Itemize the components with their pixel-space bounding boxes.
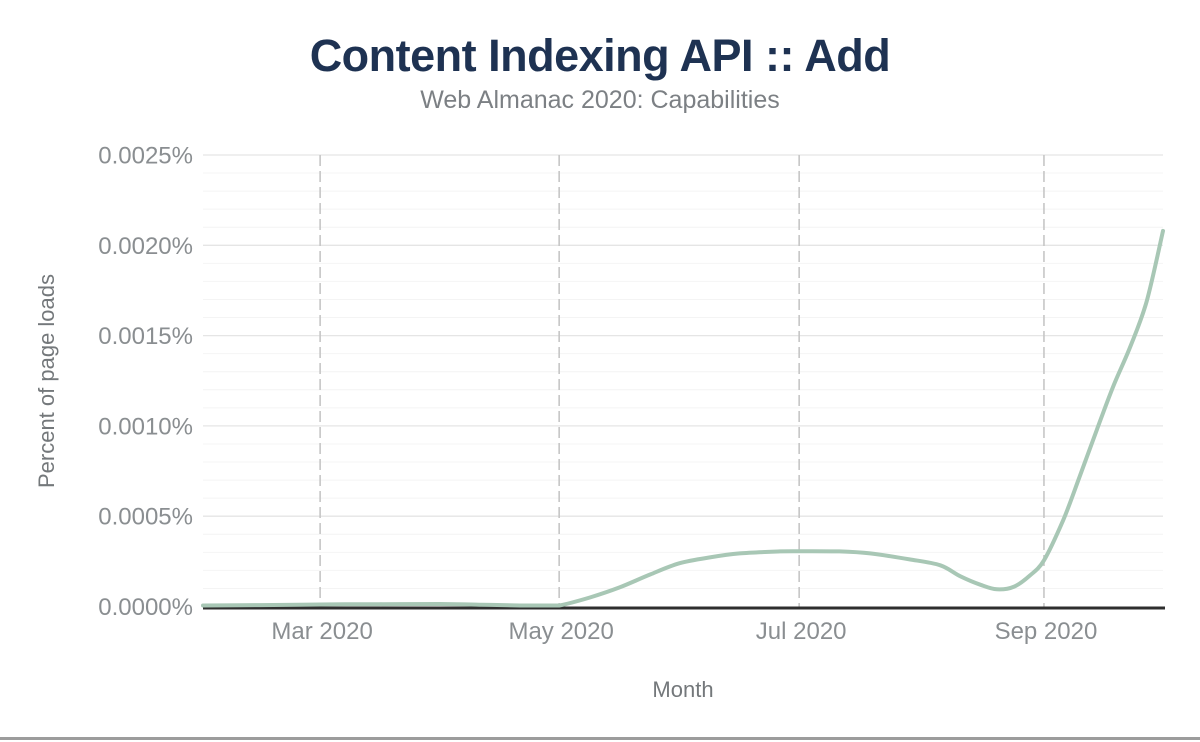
y-tick-label: 0.0010% [98,413,193,440]
x-tick-label: May 2020 [508,618,613,645]
x-axis-title: Month [652,677,714,702]
y-tick-label: 0.0005% [98,504,193,531]
x-tick-label: Jul 2020 [756,618,847,645]
x-tick-label: Mar 2020 [271,618,372,645]
x-tick-label: Sep 2020 [995,618,1098,645]
series-line [201,228,1165,608]
y-tick-label: 0.0020% [98,233,193,260]
chart-title: Content Indexing API :: Add [309,30,891,81]
y-tick-label: 0.0025% [98,143,193,170]
y-tick-label: 0.0015% [98,323,193,350]
y-tick-label: 0.0000% [98,594,193,621]
chart-subtitle: Web Almanac 2020: Capabilities [420,86,780,114]
bottom-divider [0,737,1200,740]
